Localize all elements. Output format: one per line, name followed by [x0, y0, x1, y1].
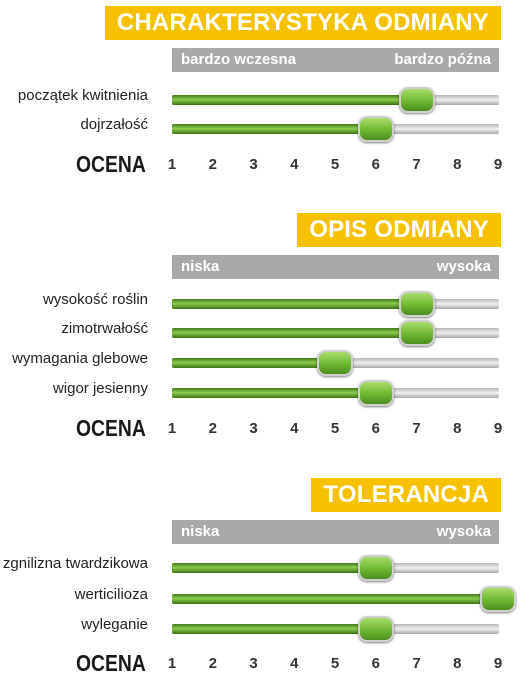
axis-tick-label: 3	[249, 420, 258, 437]
axis-tick-label: 2	[208, 420, 217, 437]
row-label: początek kwitnienia	[17, 87, 148, 104]
axis-tick-label: 1	[167, 655, 177, 672]
rating-fill	[172, 358, 335, 368]
rating-track	[172, 320, 499, 346]
rating-fill	[172, 594, 498, 604]
rating-knob	[480, 586, 516, 612]
row-label: werticilioza	[74, 586, 148, 603]
section-title: CHARAKTERYSTYKA ODMIANY	[104, 6, 501, 40]
axis-tick-label: 9	[493, 156, 503, 173]
axis-tick-label: 4	[290, 156, 299, 173]
axis-tick-label: 2	[208, 156, 217, 173]
axis-tick-label: 5	[330, 156, 340, 173]
axis-label-ocena: OCENA	[76, 151, 146, 177]
axis-tick-label: 7	[412, 156, 421, 173]
axis-tick-label: 5	[330, 420, 340, 437]
scale-low-label: bardzo wczesna	[181, 51, 297, 68]
row-label: zimotrwałość	[61, 320, 148, 337]
axis-tick-label: 7	[412, 655, 421, 672]
row-label: wigor jesienny	[52, 380, 148, 397]
row-label: wysokość roślin	[42, 291, 148, 308]
rating-fill	[172, 299, 417, 309]
scale-band: bardzo wczesna bardzo późna	[172, 48, 499, 72]
rating-fill	[172, 388, 376, 398]
axis-tick-label: 2	[208, 655, 217, 672]
axis-tick-label: 8	[453, 420, 462, 437]
axis-tick-label: 6	[371, 420, 380, 437]
row-label: wyleganie	[81, 616, 148, 633]
axis-tick-label: 6	[371, 655, 380, 672]
rating-track	[172, 291, 499, 317]
section-title: OPIS ODMIANY	[297, 213, 501, 247]
axis-tick-label: 3	[249, 655, 258, 672]
scale-low-label: niska	[181, 523, 220, 540]
rating-knob	[317, 350, 353, 376]
scale-band: niska wysoka	[172, 520, 499, 544]
rating-track	[172, 616, 499, 642]
rating-track	[172, 380, 499, 406]
rating-track	[172, 555, 499, 581]
rating-track	[172, 116, 499, 142]
axis-label-ocena: OCENA	[76, 650, 146, 676]
axis-tick-label: 8	[453, 655, 462, 672]
rating-fill	[172, 328, 417, 338]
axis-tick-label: 3	[249, 156, 258, 173]
rating-fill	[172, 124, 376, 134]
row-label: dojrzałość	[80, 116, 148, 133]
rating-track	[172, 87, 499, 113]
axis-label-ocena: OCENA	[76, 415, 146, 441]
rating-fill	[172, 563, 376, 573]
axis-tick-label: 1	[167, 420, 177, 437]
axis-tick-label: 1	[167, 156, 177, 173]
rating-knob	[357, 116, 394, 142]
rating-knob	[357, 616, 394, 642]
rating-knob	[357, 380, 394, 406]
scale-high-label: wysoka	[436, 523, 491, 540]
axis-tick-label: 5	[330, 655, 340, 672]
axis-tick-label: 6	[371, 156, 380, 173]
axis-tick-label: 7	[412, 420, 421, 437]
row-label: wymagania glebowe	[12, 350, 148, 367]
section-title: TOLERANCJA	[311, 478, 501, 512]
scale-high-label: bardzo późna	[394, 51, 491, 68]
rating-track	[172, 586, 516, 612]
rating-track	[172, 350, 499, 376]
rating-knob	[398, 87, 435, 113]
scale-low-label: niska	[181, 258, 220, 275]
row-label: zgnilizna twardzikowa	[2, 555, 148, 572]
axis-tick-label: 9	[493, 655, 503, 672]
axis-tick-label: 8	[453, 156, 462, 173]
axis-tick-label: 4	[290, 655, 299, 672]
scale-high-label: wysoka	[436, 258, 491, 275]
axis-tick-label: 9	[493, 420, 503, 437]
scale-band: niska wysoka	[172, 255, 499, 279]
rating-fill	[172, 624, 376, 634]
rating-fill	[172, 95, 417, 105]
rating-knob	[398, 291, 435, 317]
rating-knob	[357, 555, 394, 581]
axis-tick-label: 4	[290, 420, 299, 437]
rating-knob	[398, 320, 435, 346]
